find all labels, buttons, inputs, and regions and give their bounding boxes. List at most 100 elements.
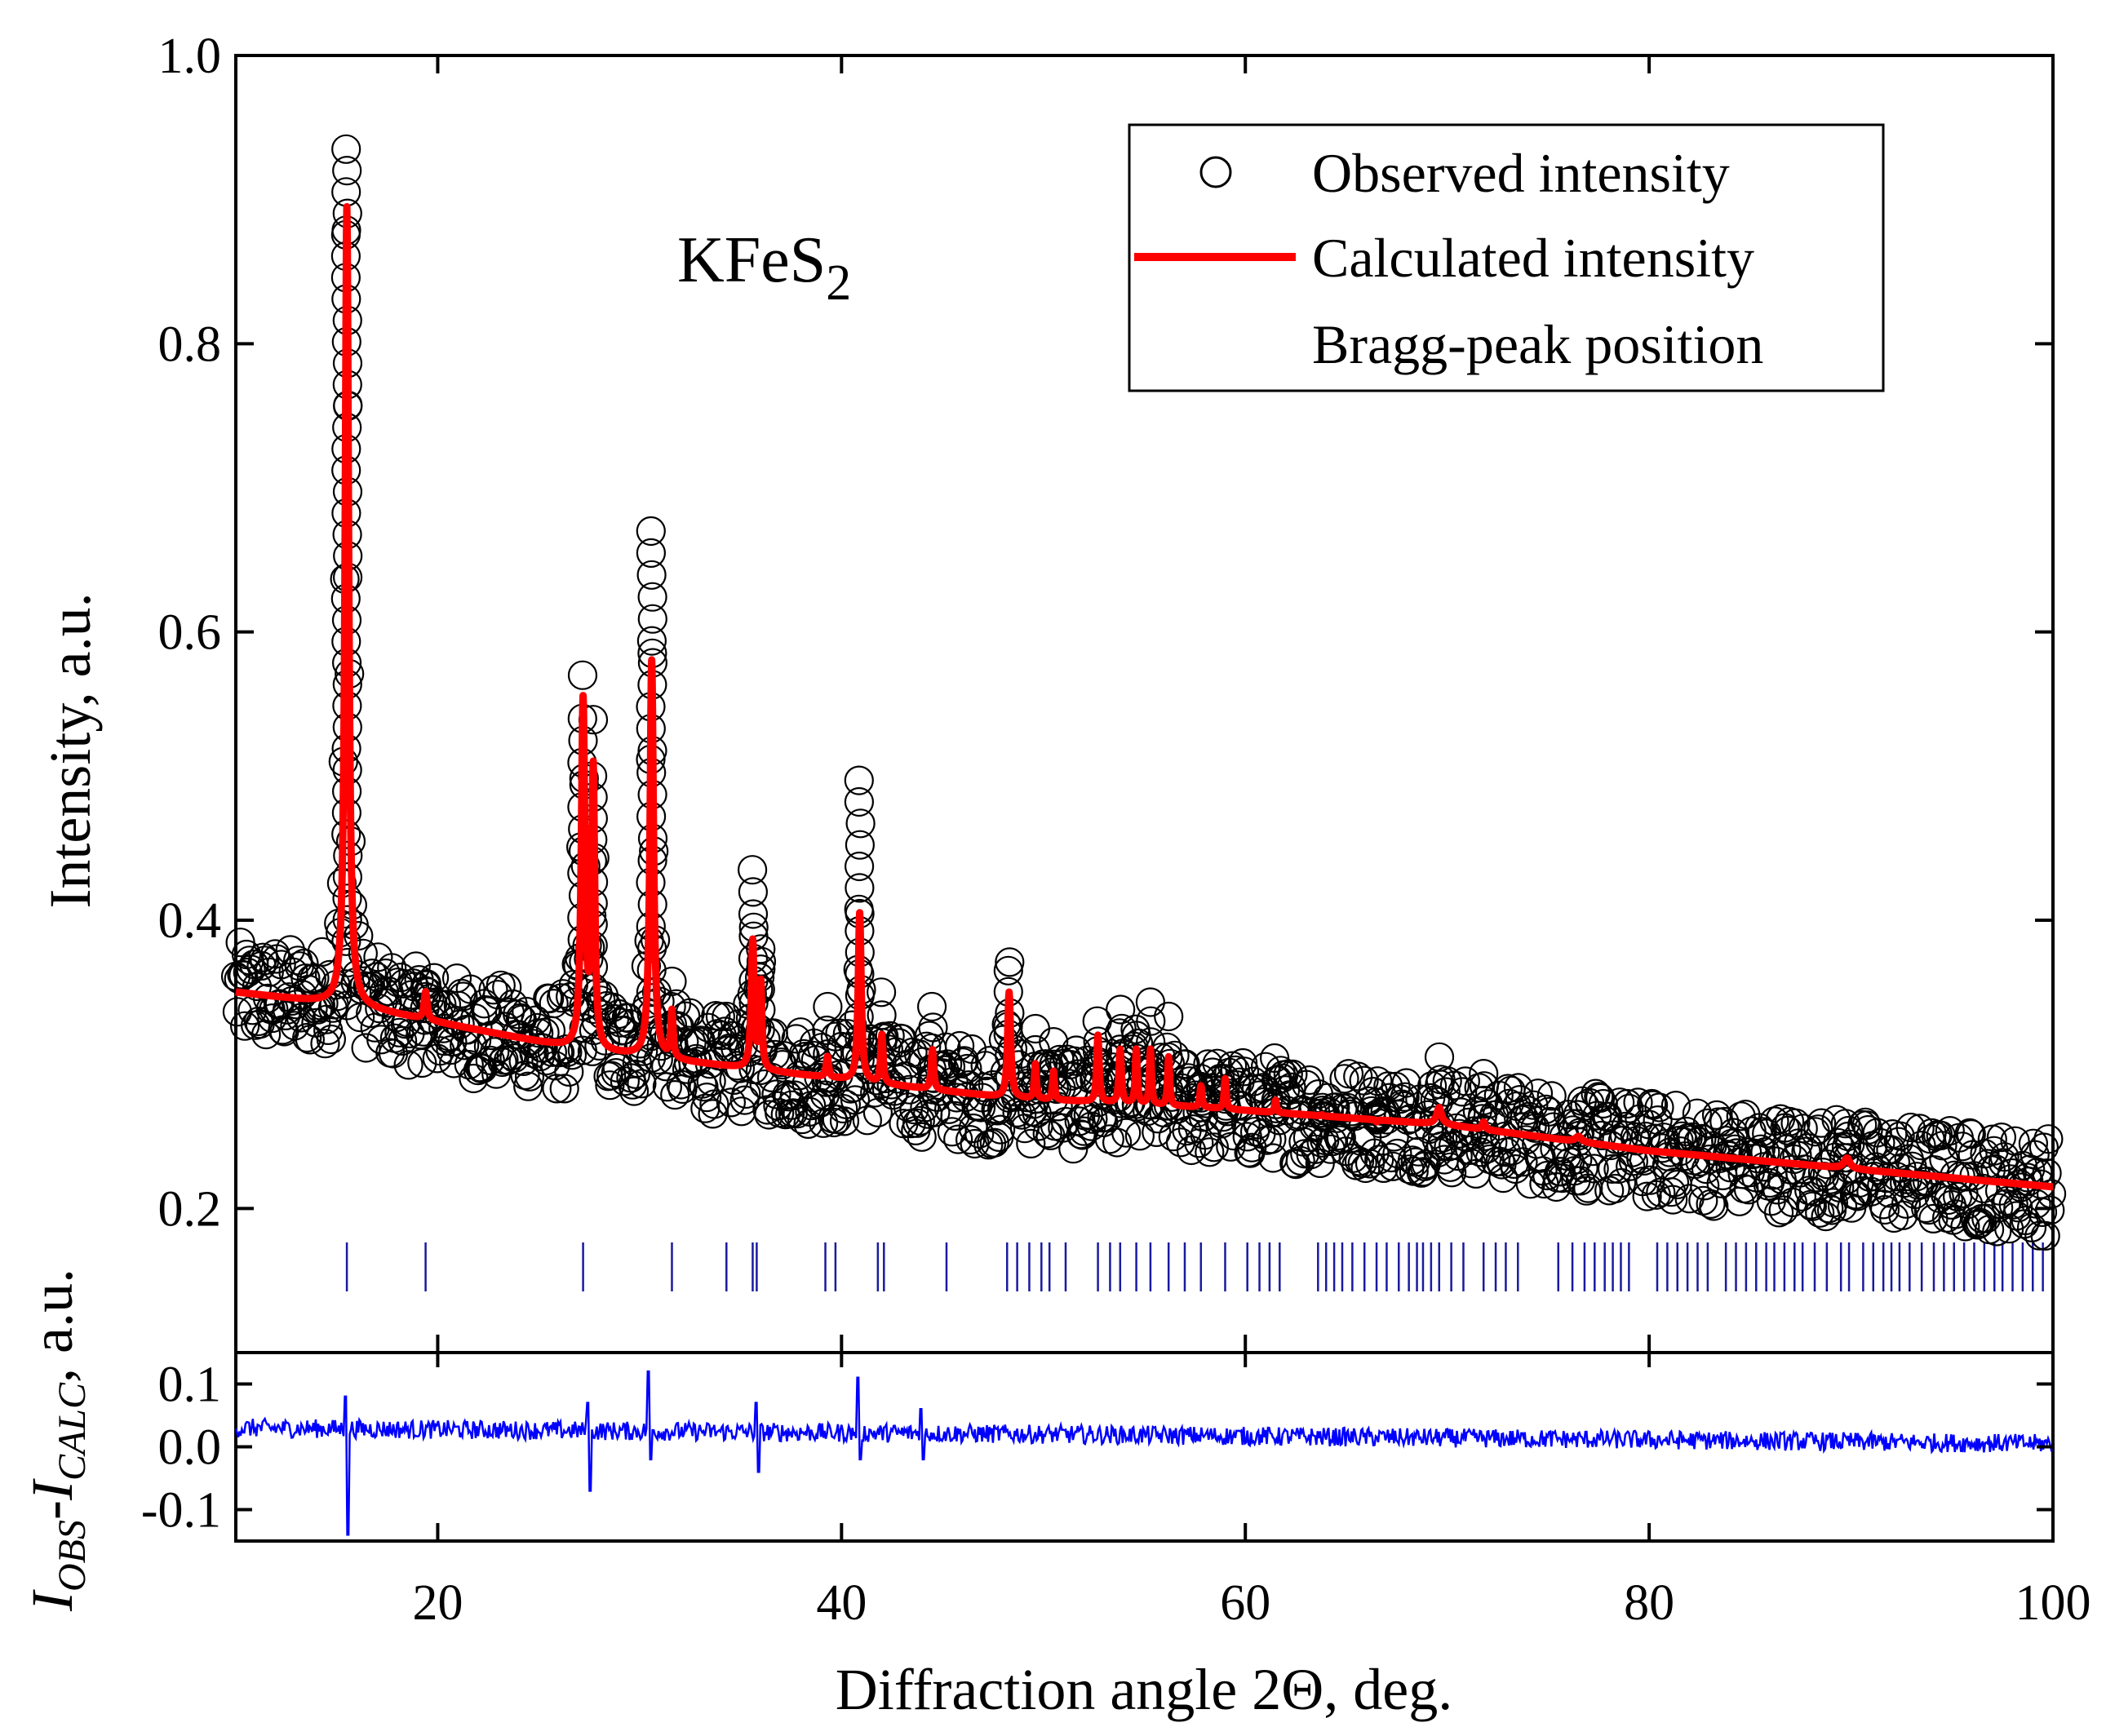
observed-point (1692, 1108, 1722, 1139)
observed-point (1638, 1090, 1669, 1120)
observed-point (1106, 994, 1136, 1025)
observed-point (852, 1105, 883, 1136)
observed-point (1588, 1088, 1618, 1119)
observed-point (332, 861, 362, 892)
observed-point (907, 1122, 937, 1152)
observed-point (534, 983, 565, 1014)
observed-point (539, 988, 569, 1019)
observed-point (1102, 1127, 1133, 1158)
observed-point (388, 1025, 418, 1056)
observed-point (675, 998, 705, 1028)
observed-point (1195, 1137, 1225, 1167)
main-y-tick-label: 0.2 (158, 1181, 222, 1237)
x-tick-label: 100 (2015, 1575, 2091, 1631)
observed-point (292, 1022, 322, 1053)
observed-point (1984, 1193, 2014, 1223)
observed-point (636, 999, 667, 1030)
observed-point (813, 991, 843, 1022)
observed-point (1279, 1148, 1310, 1178)
observed-point (620, 1059, 651, 1089)
observed-point (1135, 987, 1166, 1017)
observed-point (1020, 1013, 1051, 1044)
observed-point (1344, 1146, 1375, 1176)
observed-point (844, 851, 875, 882)
observed-point (692, 1082, 722, 1113)
x-tick-label: 20 (412, 1575, 463, 1631)
main-plot-panel: 0.2 0.4 0.6 0.8 1.0 KFeS2 Observed intensity… (38, 29, 2067, 1354)
observed-point (1906, 1130, 1936, 1161)
observed-point (332, 905, 362, 935)
observed-point (1807, 1157, 1838, 1188)
difference-y-axis-title: IOBS-ICALC, a.u. (20, 1269, 94, 1612)
observed-point (1614, 1093, 1644, 1123)
difference-y-tick-label: 0.0 (158, 1420, 222, 1476)
observed-point (268, 1015, 298, 1045)
observed-point (610, 1066, 641, 1096)
difference-ylabel-calc-sub: CALC (51, 1382, 94, 1481)
observed-point (1483, 1080, 1514, 1110)
observed-point (2033, 1124, 2064, 1154)
observed-point (636, 516, 666, 547)
observed-point (1285, 1145, 1315, 1176)
observed-point (905, 1105, 935, 1136)
observed-point (1584, 1082, 1614, 1112)
observed-point (844, 786, 875, 817)
main-y-tick-label: 0.8 (158, 317, 222, 372)
compound-label-main: KFeS (677, 224, 826, 296)
observed-point (231, 939, 262, 970)
observed-point (1798, 1176, 1829, 1207)
observed-point (577, 1036, 608, 1067)
difference-plot-frame (234, 1351, 2055, 1543)
observed-point (1833, 1143, 1863, 1173)
observed-point (952, 1053, 982, 1084)
observed-point (1406, 1158, 1437, 1188)
observed-point (1048, 1113, 1078, 1143)
observed-point (250, 946, 280, 976)
observed-point (1644, 1092, 1674, 1123)
observed-point (1503, 1073, 1534, 1103)
observed-point (1956, 1119, 1986, 1149)
observed-point (636, 626, 667, 656)
compound-label-subscript: 2 (826, 255, 851, 311)
observed-point (1927, 1131, 1957, 1161)
observed-point (698, 1099, 728, 1129)
observed-point (1643, 1105, 1673, 1136)
observed-point (1718, 1118, 1749, 1148)
observed-point (490, 1012, 521, 1042)
observed-point (1261, 1085, 1291, 1115)
difference-y-tick-label: -0.1 (141, 1483, 221, 1539)
observed-point (1444, 1118, 1474, 1149)
observed-point (636, 538, 667, 569)
observed-point (737, 855, 768, 885)
observed-point (333, 947, 363, 978)
observed-point (1333, 1059, 1364, 1089)
observed-point (1519, 1090, 1549, 1120)
observed-point (316, 1024, 346, 1055)
observed-point (450, 1030, 480, 1061)
observed-point (1229, 1056, 1260, 1087)
observed-point (1965, 1207, 1995, 1238)
main-y-tick-label: 0.6 (158, 605, 222, 661)
observed-point (636, 560, 667, 590)
observed-point (1523, 1078, 1554, 1109)
difference-ylabel-dash: - (20, 1500, 85, 1520)
observed-point (1424, 1042, 1455, 1072)
main-y-tick-label: 0.4 (158, 893, 222, 949)
observed-point (436, 1034, 466, 1065)
observed-point (1291, 1070, 1322, 1100)
observed-point (289, 948, 319, 979)
observed-point (332, 990, 362, 1021)
observed-point (317, 993, 348, 1023)
observed-point (554, 1056, 584, 1087)
observed-point (1823, 1127, 1853, 1158)
observed-point (660, 1079, 690, 1110)
observed-point (1637, 1088, 1667, 1119)
observed-point (1425, 1065, 1456, 1095)
observed-point (1986, 1122, 2016, 1153)
observed-point (1111, 1118, 1142, 1148)
observed-point (1982, 1216, 2012, 1247)
observed-point (746, 934, 776, 964)
observed-point (1094, 1124, 1124, 1154)
observed-point (1492, 1074, 1523, 1104)
observed-point (377, 953, 407, 983)
